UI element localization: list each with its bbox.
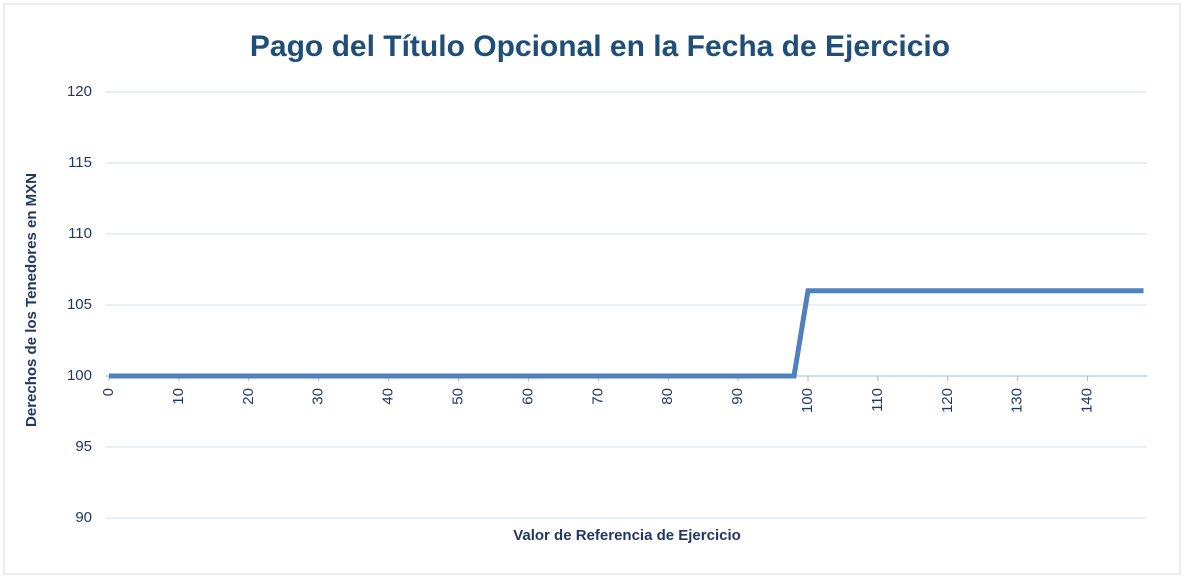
y-tick-label: 120	[67, 83, 92, 100]
x-axis-title: Valor de Referencia de Ejercicio	[513, 527, 741, 544]
x-tick-label: 100	[799, 388, 816, 413]
x-tick-label: 130	[1009, 388, 1026, 413]
x-tick-label: 20	[240, 388, 257, 405]
y-tick-label: 110	[68, 225, 92, 242]
x-tick-label: 0	[100, 388, 117, 396]
x-tick-label: 140	[1079, 388, 1096, 413]
y-axis-title: Derechos de los Tenedores en MXN	[23, 173, 40, 427]
y-tick-label: 95	[75, 438, 92, 455]
x-tick-label: 40	[380, 388, 397, 405]
line-series	[108, 288, 1144, 379]
x-tick-label: 30	[310, 388, 327, 405]
y-tick-label: 90	[75, 509, 92, 526]
y-tick-label: 105	[67, 296, 92, 313]
y-tick-label: 115	[68, 154, 92, 171]
x-tick-label: 50	[449, 388, 466, 405]
x-tick-label: 60	[519, 388, 536, 405]
x-tick-label: 80	[659, 388, 676, 405]
x-tick-label: 110	[869, 388, 886, 412]
x-tick-label: 70	[589, 388, 606, 405]
x-tick-label: 10	[170, 388, 187, 405]
x-tick-label: 120	[939, 388, 956, 413]
y-tick-label: 100	[67, 367, 92, 384]
x-tick-label: 90	[729, 388, 746, 405]
chart-title: Pago del Título Opcional en la Fecha de …	[250, 30, 950, 63]
